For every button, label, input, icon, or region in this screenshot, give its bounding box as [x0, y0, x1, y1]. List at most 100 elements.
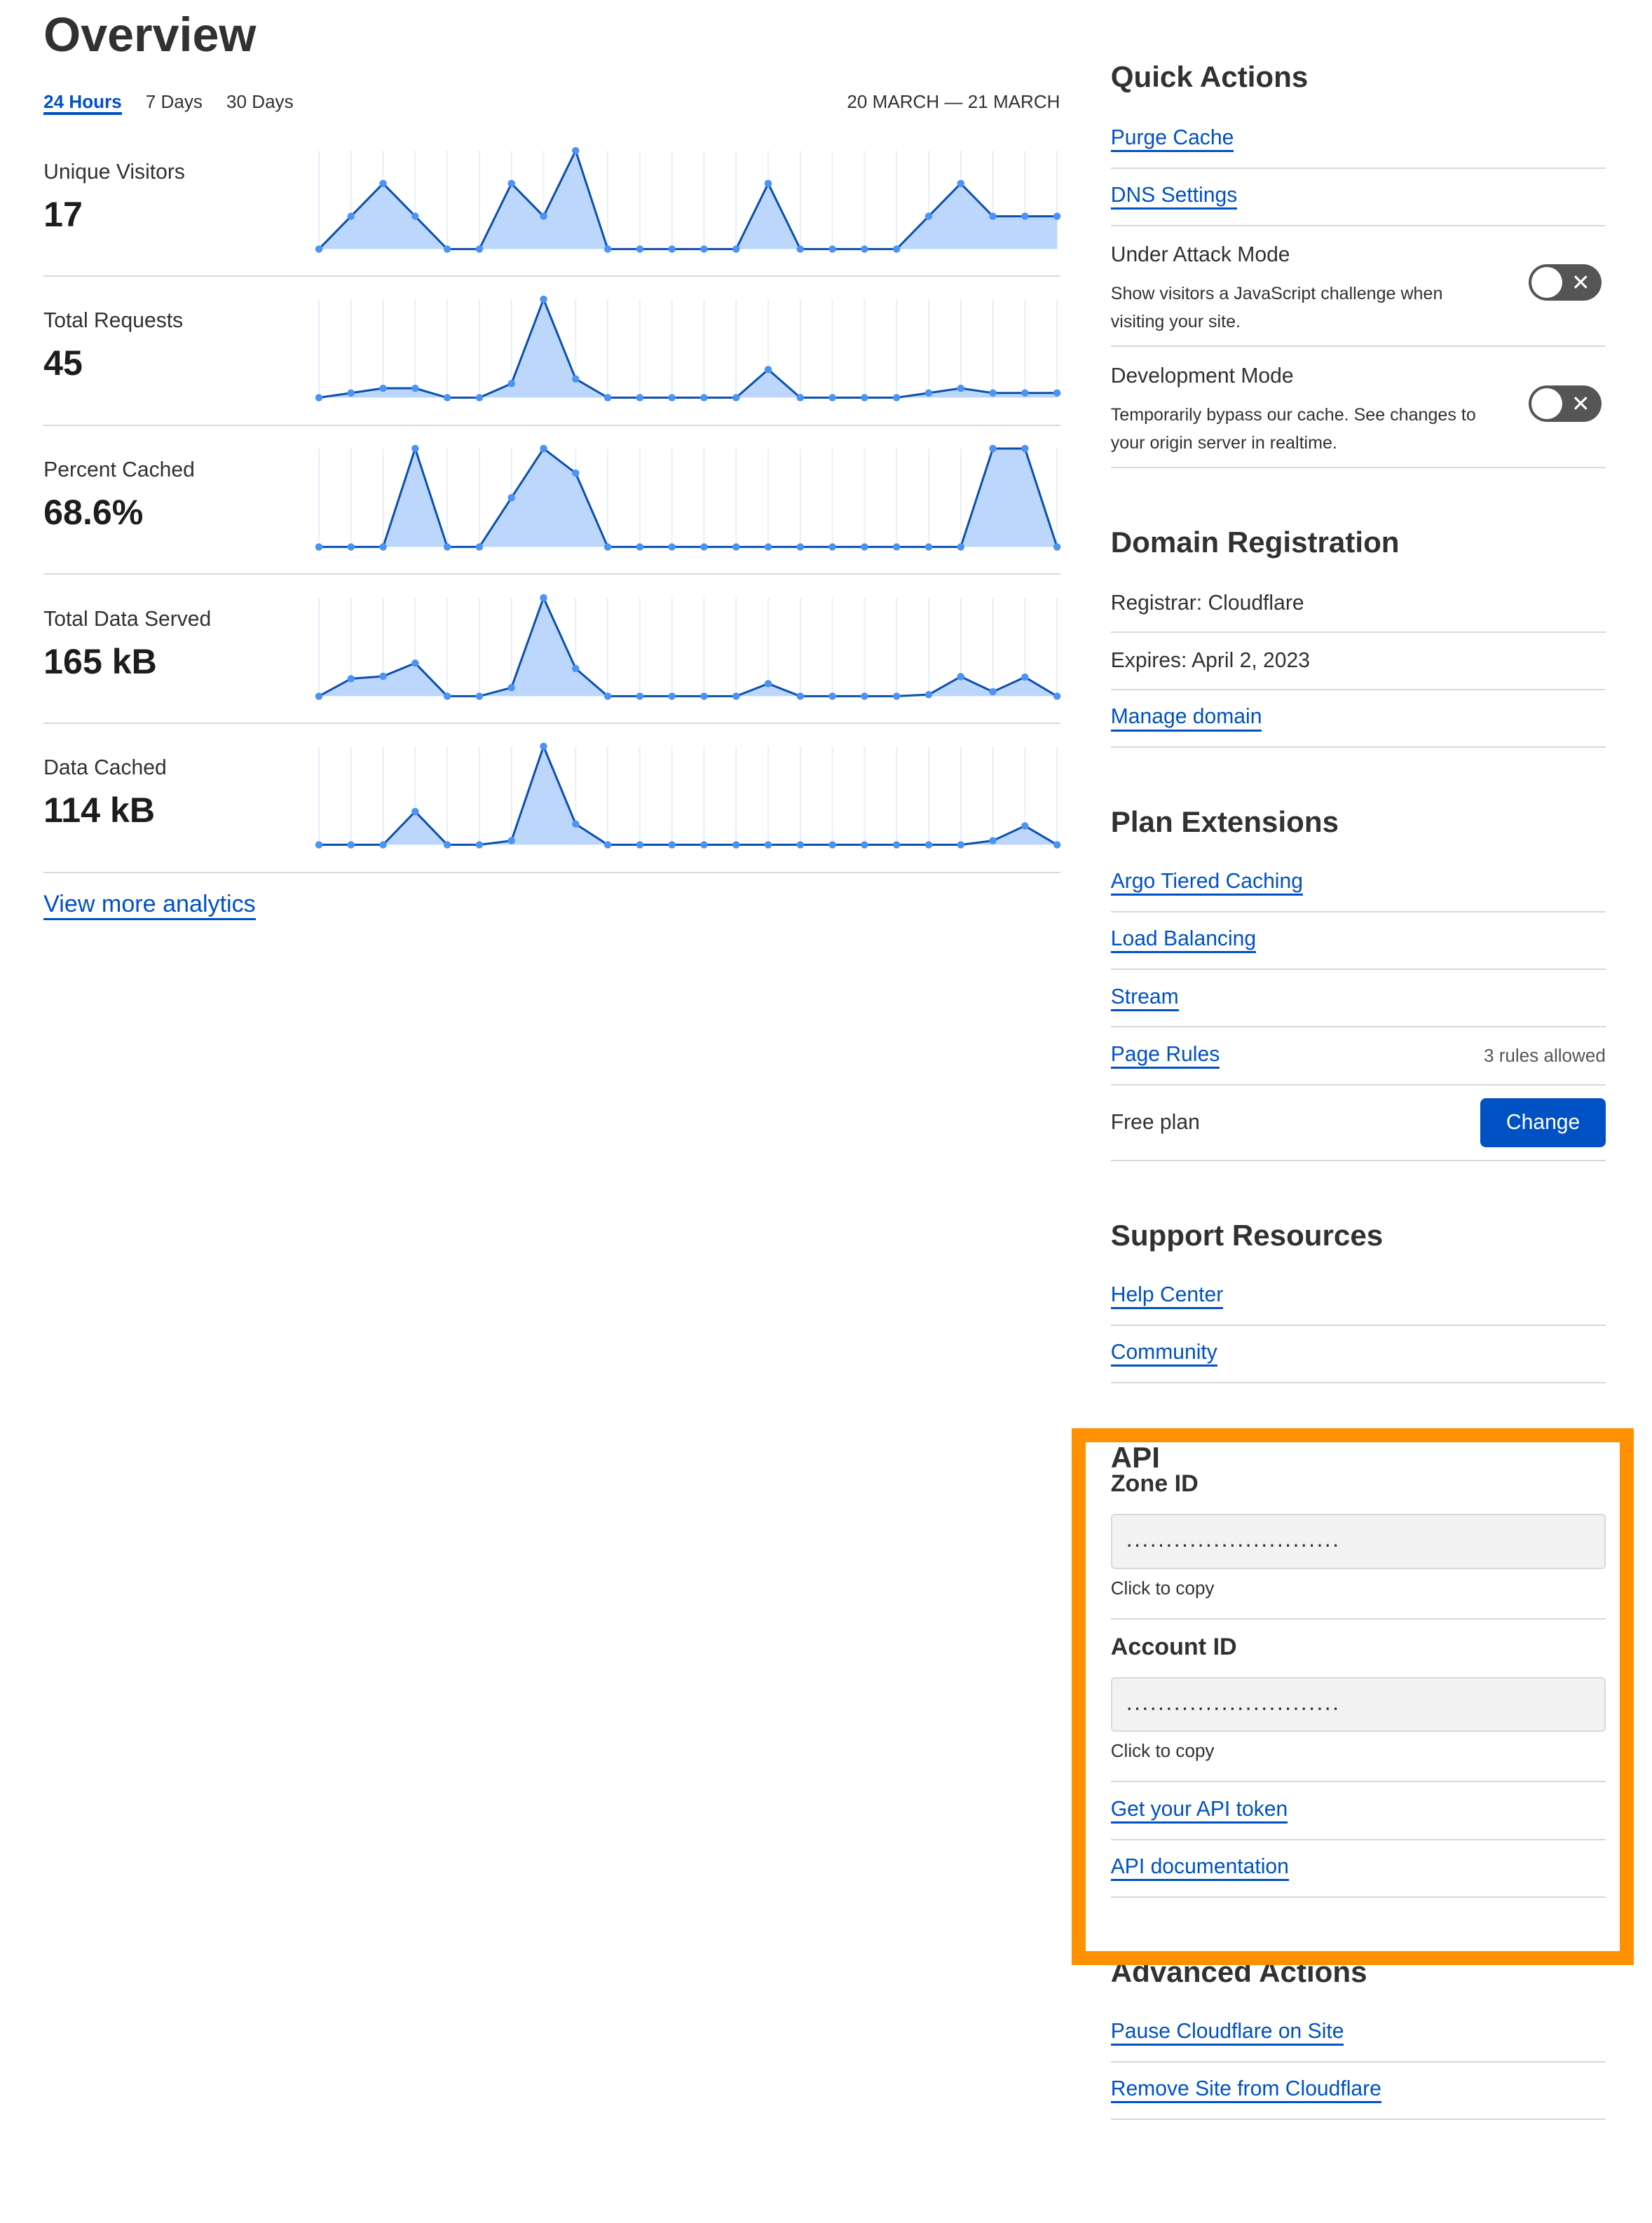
data-point	[989, 444, 997, 453]
data-point	[893, 841, 901, 849]
metric-label: Unique Visitors	[43, 160, 185, 184]
data-point	[668, 841, 676, 849]
data-point	[347, 841, 355, 849]
data-point	[732, 841, 740, 849]
data-point	[925, 389, 933, 397]
pause-cloudflare-link[interactable]: Pause Cloudflare on Site	[1110, 2020, 1344, 2046]
data-point	[861, 394, 868, 402]
manage-domain-link[interactable]: Manage domain	[1110, 705, 1262, 732]
data-point	[828, 841, 837, 849]
close-icon: ✕	[1571, 390, 1590, 416]
data-point	[796, 394, 805, 402]
data-point	[444, 394, 451, 402]
list-item: DNS Settings	[1110, 169, 1606, 226]
zone-id-field[interactable]: ...........................	[1110, 1514, 1606, 1569]
area-fill	[319, 597, 1058, 696]
get-api-token-link[interactable]: Get your API token	[1110, 1798, 1288, 1824]
area-fill	[319, 746, 1058, 845]
data-point	[765, 679, 772, 688]
metric-label: Percent Cached	[43, 458, 195, 481]
development-mode-toggle[interactable]: ✕	[1528, 385, 1602, 422]
argo-link[interactable]: Argo Tiered Caching	[1110, 870, 1303, 896]
data-point	[411, 659, 419, 666]
data-point	[765, 841, 772, 849]
data-point	[700, 394, 709, 402]
sidebar: Quick Actions Purge Cache DNS Settings U…	[1110, 0, 1606, 2120]
community-link[interactable]: Community	[1110, 1341, 1217, 1367]
data-point	[315, 245, 323, 253]
setting-description: Show visitors a JavaScript challenge whe…	[1110, 284, 1443, 332]
data-point	[411, 807, 419, 816]
data-point	[572, 375, 580, 383]
data-point	[861, 692, 868, 700]
toggle-knob	[1531, 267, 1562, 299]
data-point	[925, 690, 933, 698]
under-attack-toggle[interactable]: ✕	[1528, 264, 1602, 301]
data-point	[315, 841, 323, 849]
series-line	[318, 594, 1058, 697]
data-point	[540, 296, 548, 303]
page-rules-link[interactable]: Page Rules	[1110, 1043, 1220, 1069]
metrics-list: Unique Visitors 17 Total Requests 45 Perce…	[43, 128, 1061, 873]
data-point	[379, 543, 388, 551]
account-id-field[interactable]: ...........................	[1110, 1676, 1606, 1732]
data-point	[411, 385, 419, 392]
data-point	[315, 394, 323, 402]
metric-value: 165 kB	[43, 641, 157, 681]
data-point	[379, 179, 388, 187]
data-point	[444, 245, 451, 253]
data-point	[604, 245, 612, 253]
tab-7-days[interactable]: 7 Days	[145, 91, 203, 113]
list-item: Help Center	[1110, 1268, 1606, 1326]
view-more-analytics-link[interactable]: View more analytics	[43, 890, 256, 920]
dns-settings-link[interactable]: DNS Settings	[1110, 184, 1238, 210]
data-point	[861, 841, 868, 849]
data-point	[572, 820, 580, 828]
purge-cache-link[interactable]: Purge Cache	[1110, 126, 1234, 153]
data-point	[668, 245, 676, 253]
load-balancing-link[interactable]: Load Balancing	[1110, 927, 1257, 954]
data-point	[828, 245, 837, 253]
data-point	[796, 245, 805, 253]
data-point	[925, 841, 933, 849]
area-fill	[319, 299, 1058, 398]
data-point	[540, 594, 548, 601]
data-point	[957, 841, 965, 849]
data-point	[411, 444, 419, 453]
data-point	[572, 469, 580, 477]
help-center-link[interactable]: Help Center	[1110, 1283, 1224, 1309]
remove-site-link[interactable]: Remove Site from Cloudflare	[1110, 2077, 1381, 2104]
data-point	[732, 543, 740, 551]
series-line	[319, 296, 1058, 399]
data-point	[861, 543, 868, 551]
series-line	[318, 147, 1058, 250]
data-point	[476, 841, 484, 849]
data-point	[668, 692, 676, 700]
expires: Expires: April 2, 2023	[1110, 633, 1606, 690]
data-point	[636, 394, 644, 402]
data-point	[1021, 212, 1029, 220]
data-point	[700, 692, 709, 700]
metric-label: Total Requests	[43, 309, 184, 333]
stream-link[interactable]: Stream	[1110, 985, 1179, 1011]
change-plan-button[interactable]: Change	[1480, 1097, 1606, 1147]
data-point	[379, 385, 388, 392]
tab-24-hours[interactable]: 24 Hours	[43, 91, 122, 116]
data-point	[1021, 822, 1029, 830]
data-point	[636, 692, 644, 700]
data-point	[572, 664, 580, 672]
time-range-tabs: 24 Hours 7 Days 30 Days	[43, 91, 294, 116]
data-point	[893, 394, 901, 402]
data-point	[411, 212, 419, 220]
data-point	[604, 692, 612, 700]
data-point	[379, 841, 388, 849]
data-point	[1053, 212, 1061, 220]
metric-value: 114 kB	[43, 791, 156, 830]
data-point	[636, 841, 644, 849]
list-item: Pause Cloudflare on Site	[1110, 2004, 1606, 2063]
tab-30-days[interactable]: 30 Days	[226, 91, 294, 113]
api-documentation-link[interactable]: API documentation	[1110, 1855, 1289, 1882]
data-point	[765, 543, 772, 551]
data-point	[700, 841, 709, 849]
page-rules-note: 3 rules allowed	[1483, 1044, 1606, 1066]
